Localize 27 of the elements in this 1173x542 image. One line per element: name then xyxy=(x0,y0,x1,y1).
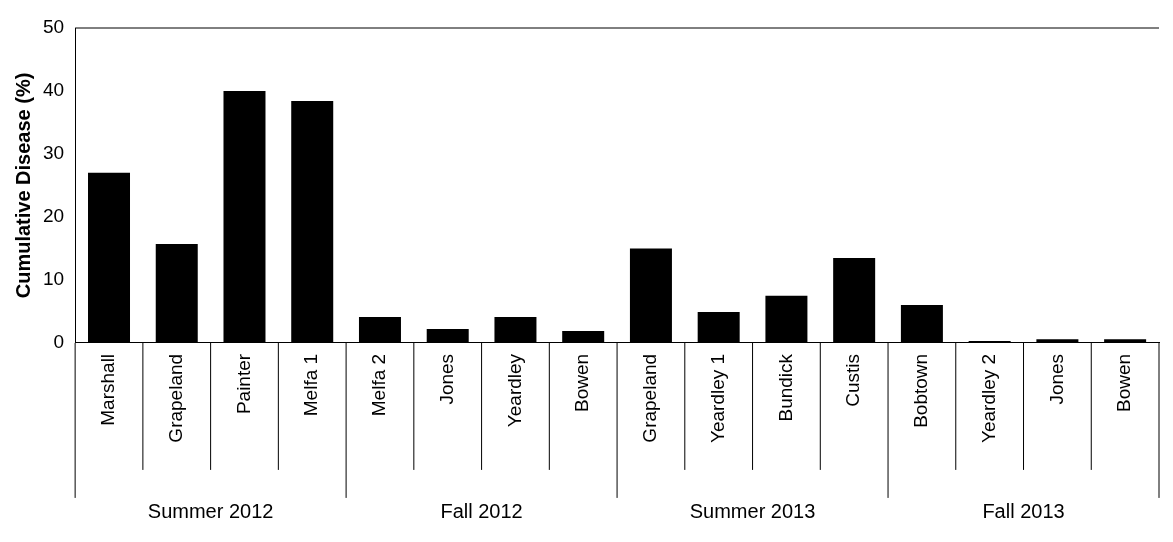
text: Summer 2012 xyxy=(147,500,274,523)
text: Summer 2013 xyxy=(689,500,816,523)
text: Fall 2012 xyxy=(440,500,523,523)
x-tick-label: Bundick xyxy=(774,353,796,422)
x-tick-label: Yeardley 1 xyxy=(706,353,728,443)
y-axis-title: Cumulative Disease (%) xyxy=(11,72,34,299)
text: Fall 2013 xyxy=(982,500,1065,523)
x-tick-label: Bowen xyxy=(571,353,593,413)
x-tick-label: Custis xyxy=(842,353,864,407)
x-tick-label: Bowen xyxy=(1113,353,1135,413)
y-tick-label: 0 xyxy=(53,331,65,353)
y-tick-label: 40 xyxy=(42,79,65,101)
y-tick-label: 20 xyxy=(42,205,65,227)
x-tick-label: Jones xyxy=(1045,353,1067,405)
x-tick-label: Melfa 2 xyxy=(368,353,390,417)
x-tick-label: Grapeland xyxy=(639,353,661,443)
y-tick-label: 30 xyxy=(42,142,65,164)
x-tick-label: Painter xyxy=(232,353,254,415)
y-tick-label: 50 xyxy=(42,16,65,38)
x-tick-label: Bobtown xyxy=(910,353,932,428)
x-tick-label: Grapeland xyxy=(164,353,186,443)
x-tick-label: Yeardley xyxy=(503,353,525,428)
x-tick-label: Jones xyxy=(435,353,457,405)
x-tick-label: Marshall xyxy=(97,353,119,426)
x-tick-label: Melfa 1 xyxy=(300,353,322,417)
x-tick-label: Yeardley 2 xyxy=(977,353,999,443)
y-tick-label: 10 xyxy=(42,268,65,290)
